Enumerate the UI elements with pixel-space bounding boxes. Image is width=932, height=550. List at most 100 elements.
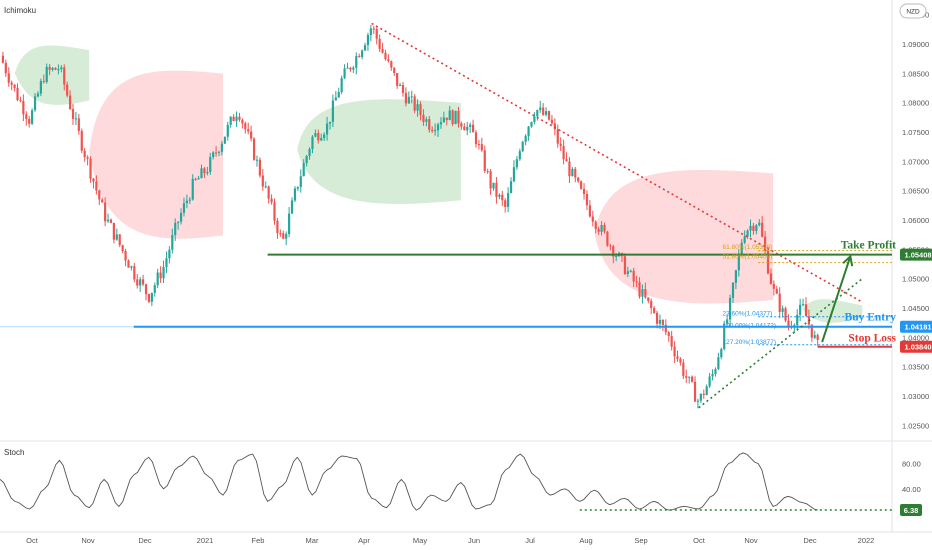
- cloud-bearish: [89, 70, 223, 239]
- candle-down: [489, 171, 492, 189]
- candle-down: [101, 199, 104, 203]
- y-tick-label: 1.07000: [902, 157, 929, 166]
- candle-up: [799, 304, 802, 315]
- candle-down: [644, 289, 647, 298]
- candle-up: [518, 151, 521, 160]
- candle-up: [436, 124, 440, 131]
- candle-up: [308, 149, 311, 157]
- candle-up: [626, 271, 629, 275]
- candle-down: [89, 158, 92, 179]
- candle-down: [650, 300, 653, 309]
- stoch-value-badge: 6.38: [904, 506, 919, 515]
- candle-down: [542, 107, 545, 115]
- candle-up: [115, 234, 118, 240]
- candle-up: [185, 200, 188, 204]
- candle-down: [422, 114, 425, 122]
- candle-up: [45, 66, 48, 83]
- y-tick-label: 1.04500: [902, 304, 929, 313]
- candle-up: [33, 96, 37, 111]
- candle-up: [325, 123, 329, 135]
- candle-up: [801, 304, 805, 306]
- candle-up: [171, 235, 174, 250]
- candle-down: [68, 95, 72, 110]
- candle-down: [358, 56, 361, 58]
- candle-down: [384, 52, 387, 60]
- candle-down: [568, 161, 571, 177]
- x-tick-label: Oct: [26, 536, 39, 545]
- candle-up: [454, 110, 457, 125]
- candle-up: [165, 258, 168, 267]
- candle-down: [682, 362, 685, 377]
- candle-down: [603, 225, 606, 232]
- candle-up: [507, 193, 510, 207]
- candle-up: [734, 270, 737, 283]
- candle-down: [577, 177, 580, 182]
- candle-down: [451, 110, 454, 125]
- buy-entry-price-badge: 1.04181: [904, 323, 931, 332]
- candle-up: [530, 122, 533, 127]
- candle-up: [416, 104, 419, 111]
- candle-up: [340, 78, 343, 93]
- candle-up: [711, 373, 714, 377]
- candle-up: [343, 68, 346, 79]
- candle-up: [285, 234, 288, 239]
- x-tick-label: Jun: [468, 536, 480, 545]
- candle-down: [667, 332, 670, 336]
- candle-down: [606, 231, 609, 246]
- candle-up: [439, 122, 443, 125]
- candle-up: [57, 69, 60, 71]
- x-tick-label: Jul: [525, 536, 535, 545]
- candle-down: [54, 67, 57, 70]
- projection-arrow: [821, 256, 852, 343]
- candle-up: [755, 225, 758, 231]
- candle-down: [401, 85, 405, 93]
- cloud-bearish: [594, 170, 774, 304]
- candle-up: [699, 393, 702, 401]
- candle-down: [591, 216, 594, 222]
- candle-down: [501, 194, 504, 201]
- candle-up: [442, 117, 445, 123]
- candle-down: [396, 73, 399, 86]
- candle-down: [22, 101, 25, 115]
- candle-down: [144, 284, 148, 295]
- candle-down: [92, 178, 95, 182]
- downtrend-line: [371, 22, 863, 303]
- candle-up: [539, 107, 542, 111]
- candle-down: [133, 266, 136, 280]
- x-tick-label: Nov: [81, 536, 95, 545]
- candle-up: [36, 93, 40, 97]
- candle-up: [749, 225, 752, 231]
- candle-down: [775, 288, 778, 294]
- y-tick-label: 1.06500: [902, 187, 929, 196]
- candle-down: [159, 272, 162, 279]
- y-tick-label: 1.03500: [902, 363, 929, 372]
- projection-arrowhead: [842, 254, 854, 267]
- candle-down: [769, 273, 773, 284]
- candle-up: [492, 182, 495, 189]
- candle-up: [209, 157, 212, 173]
- candle-up: [31, 110, 34, 124]
- candle-up: [448, 110, 451, 121]
- candle-down: [609, 245, 612, 247]
- candle-down: [241, 119, 244, 124]
- buy-entry-price-badge-bg: [900, 320, 932, 333]
- candle-up: [366, 35, 370, 46]
- stoch-title: Stoch: [4, 448, 24, 457]
- candle-up: [521, 141, 524, 152]
- candle-down: [676, 356, 679, 359]
- candle-down: [693, 381, 697, 402]
- symbol-badge-bg[interactable]: [899, 3, 927, 19]
- candles: [1, 24, 819, 409]
- candle-down: [250, 131, 253, 139]
- labels: 61.80%(1.05398) 51.80%(1.05408) 23.60%(1.0…: [4, 3, 932, 353]
- candle-up: [369, 28, 372, 36]
- candle-down: [63, 67, 66, 85]
- candle-down: [477, 144, 481, 146]
- candle-up: [717, 357, 720, 370]
- candle-down: [121, 245, 124, 251]
- candle-up: [179, 212, 183, 222]
- candle-down: [655, 312, 659, 324]
- y-tick-label: 1.07500: [902, 128, 929, 137]
- x-tick-label: Mar: [306, 536, 319, 545]
